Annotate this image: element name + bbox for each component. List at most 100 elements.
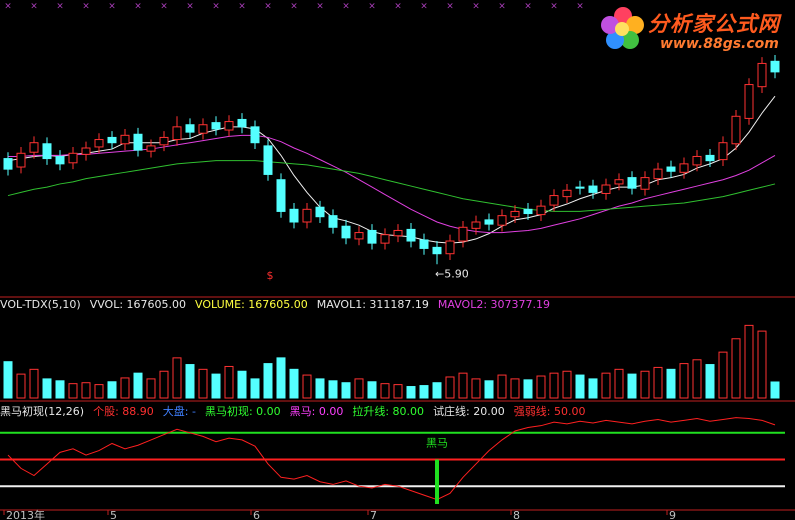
candle-body (29, 142, 39, 153)
volume-bar (120, 377, 130, 399)
volume-bar (276, 357, 286, 399)
volume-bar (393, 384, 403, 399)
candle-body (289, 208, 299, 223)
candle-body (549, 195, 559, 206)
top-marker: × (446, 2, 454, 12)
candle-body (172, 126, 182, 141)
candle-body (575, 186, 585, 189)
volume-bar (172, 357, 182, 399)
candle-body (588, 185, 598, 193)
volume-bar (68, 383, 78, 399)
volume-bar (770, 381, 780, 399)
candle-body (666, 166, 676, 172)
candle-body (484, 219, 494, 225)
top-marker: × (368, 2, 376, 12)
candle-body (523, 208, 533, 215)
volume-bar (289, 368, 299, 399)
candle-body (393, 229, 403, 237)
x-tick-label: 8 (513, 509, 520, 520)
top-marker: × (264, 2, 272, 12)
volume-bar (523, 379, 533, 399)
volume-bar (354, 378, 364, 399)
top-marker: × (212, 2, 220, 12)
volume-bar (250, 378, 260, 399)
legend-entry: 试庄线: 20.00 (433, 405, 505, 418)
logo-flower (601, 7, 644, 49)
candle-body (237, 118, 247, 128)
candle-body (692, 155, 702, 166)
volume-bar (185, 364, 195, 399)
candle-body (458, 226, 468, 242)
top-marker: × (108, 2, 116, 12)
candle-body (614, 179, 624, 185)
x-tick-label: 2013年 (6, 508, 45, 520)
volume-bar (159, 370, 169, 399)
candle-body (562, 189, 572, 198)
volume-bar (198, 368, 208, 399)
volume-header: VOL-TDX(5,10) VVOL: 167605.00 VOLUME: 1676… (0, 298, 550, 311)
top-marker: × (316, 2, 324, 12)
candle-body (263, 145, 273, 175)
legend-entry: 大盘: - (162, 405, 196, 418)
candle-body (81, 147, 91, 155)
volume-bar (679, 363, 689, 399)
top-marker: × (4, 2, 12, 12)
candle-body (731, 115, 741, 145)
volume-bar (536, 375, 546, 399)
volume-bar (224, 365, 234, 399)
signal-marker: $ (267, 269, 274, 282)
candle-body (55, 155, 65, 165)
x-tick-label: 5 (110, 509, 117, 520)
candle-body (601, 184, 611, 194)
volume-bar (3, 361, 13, 399)
volume-bar (302, 374, 312, 399)
candle-body (198, 124, 208, 134)
candle-body (445, 240, 455, 255)
volume-title: VOL-TDX(5,10) (0, 298, 81, 311)
legend-entry: MAVOL2: 307377.19 (437, 298, 551, 311)
candle-body (224, 121, 234, 131)
candle-body (653, 168, 663, 180)
volume-bar (718, 351, 728, 399)
volume-bar (692, 359, 702, 399)
top-marker: × (82, 2, 90, 12)
indicator-header: 黑马初现(12,26) 个股: 88.90 大盘: - 黑马初现: 0.00 黑马: 0… (0, 403, 585, 419)
candle-body (94, 139, 104, 148)
candle-body (107, 136, 117, 144)
candle-body (185, 124, 195, 133)
volume-bar (81, 382, 91, 399)
volume-bar (211, 373, 221, 399)
top-marker: × (56, 2, 64, 12)
top-marker: × (160, 2, 168, 12)
top-marker: × (186, 2, 194, 12)
volume-bar (328, 380, 338, 399)
indicator-line (7, 417, 776, 501)
volume-bar (588, 378, 598, 399)
candle-body (354, 232, 364, 240)
top-marker: × (576, 2, 584, 12)
candle-body (679, 163, 689, 173)
candle-body (757, 62, 767, 88)
candle-body (627, 177, 637, 189)
volume-bar (653, 366, 663, 399)
moving-average (7, 160, 776, 212)
top-marker: × (524, 2, 532, 12)
candle-body (380, 234, 390, 244)
volume-bar (29, 368, 39, 399)
candle-body (419, 239, 429, 249)
volume-bar (419, 385, 429, 399)
signal-bar (435, 459, 439, 504)
candle-body (497, 215, 507, 226)
candle-body (276, 179, 286, 212)
top-marker: × (30, 2, 38, 12)
candle-body (146, 145, 156, 152)
volume-bar (42, 378, 52, 399)
volume-bar (575, 374, 585, 399)
x-tick-label: 9 (669, 509, 676, 520)
legend-entry: VVOL: 167605.00 (89, 298, 187, 311)
legend-entry: 黑马: 0.00 (289, 405, 344, 418)
volume-bar (549, 372, 559, 399)
volume-bar (458, 372, 468, 399)
candle-body (432, 246, 442, 255)
